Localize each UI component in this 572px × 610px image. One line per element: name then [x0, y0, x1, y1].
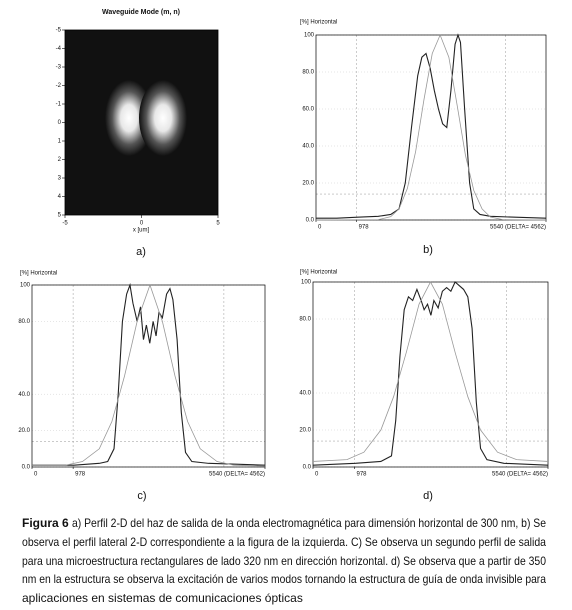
- y-tick-label: 4: [58, 194, 62, 200]
- y-tick-label: 2: [58, 157, 62, 163]
- x-tick-label: 978: [75, 472, 86, 478]
- y-tick-label: 100: [301, 280, 312, 286]
- y-tick-label: 100: [304, 33, 315, 39]
- profile-curve: [32, 282, 266, 466]
- panel-label: b): [423, 244, 433, 256]
- y-tick-label: 0.0: [306, 218, 315, 224]
- y-tick-label: 5: [58, 213, 62, 219]
- panel-label: a): [136, 246, 146, 258]
- x-tick-label: 978: [356, 472, 367, 478]
- x-tick-label: 978: [359, 225, 370, 231]
- mode-xlabel: x [um]: [133, 228, 150, 234]
- plot-frame: [312, 281, 549, 468]
- x-tick-label: 5540 (DELTA= 4562): [492, 472, 548, 478]
- y-tick-label: 3: [58, 176, 62, 182]
- caption-line: a) Perfil 2-D del haz de salida de la on…: [72, 516, 546, 530]
- mode-lobe: [105, 80, 153, 156]
- profile-curve: [312, 281, 549, 462]
- caption-line: aplicaciones en sistemas de comunicacion…: [22, 591, 303, 605]
- plot-frame: [315, 34, 547, 221]
- mode-title: Waveguide Mode (m, n): [102, 9, 180, 16]
- y-tick-label: 40.0: [302, 144, 314, 150]
- x-tick-label: 0: [318, 225, 322, 231]
- plot-frame: [31, 284, 266, 468]
- y-tick-label: 80.0: [302, 70, 314, 76]
- y-tick-label: 80.0: [299, 317, 311, 323]
- y-tick-label: 20.0: [18, 428, 30, 434]
- y-tick-label: -1: [56, 102, 62, 108]
- x-tick-label: 5540 (DELTA= 4562): [490, 225, 546, 231]
- y-tick-label: 40.0: [299, 391, 311, 397]
- x-tick-label: -5: [62, 221, 68, 227]
- y-tick-label: -3: [56, 65, 62, 71]
- caption-label: Figura 6: [22, 516, 69, 530]
- profile-curve: [315, 33, 547, 221]
- y-tick-label: 40.0: [18, 392, 30, 398]
- y-tick-label: 0: [58, 120, 62, 126]
- x-tick-label: 0: [34, 472, 38, 478]
- profile-curve: [316, 33, 547, 219]
- caption-line: observa el perfil lateral 2-D correspond…: [22, 535, 546, 549]
- y-tick-label: -2: [56, 83, 62, 89]
- y-tick-label: 1: [58, 139, 62, 145]
- y-tick-label: 0.0: [22, 465, 31, 471]
- mode-lobe: [139, 80, 187, 156]
- y-tick-label: 0.0: [303, 465, 312, 471]
- profile-curve: [312, 281, 549, 466]
- x-tick-label: 0: [315, 472, 319, 478]
- y-tick-label: -5: [56, 28, 62, 34]
- y-tick-label: 60.0: [302, 107, 314, 113]
- y-tick-label: 100: [20, 283, 31, 289]
- y-tick-label: 80.0: [18, 319, 30, 325]
- y-tick-label: 20.0: [302, 181, 314, 187]
- caption-line: nm en la estructura se observa la excita…: [22, 572, 546, 586]
- panel-label: d): [423, 490, 433, 502]
- profile-curve: [32, 283, 266, 467]
- y-title: [%] Horizontal: [300, 20, 337, 26]
- y-tick-label: -4: [56, 46, 62, 52]
- x-tick-label: 5: [216, 221, 220, 227]
- y-tick-label: 20.0: [299, 428, 311, 434]
- y-title: [%] Horizontal: [300, 270, 337, 276]
- panel-label: c): [137, 490, 146, 502]
- y-title: [%] Horizontal: [20, 271, 57, 277]
- caption-line: para una microestructura rectangulares d…: [22, 554, 546, 568]
- x-tick-label: 0: [140, 221, 144, 227]
- x-tick-label: 5540 (DELTA= 4562): [209, 472, 265, 478]
